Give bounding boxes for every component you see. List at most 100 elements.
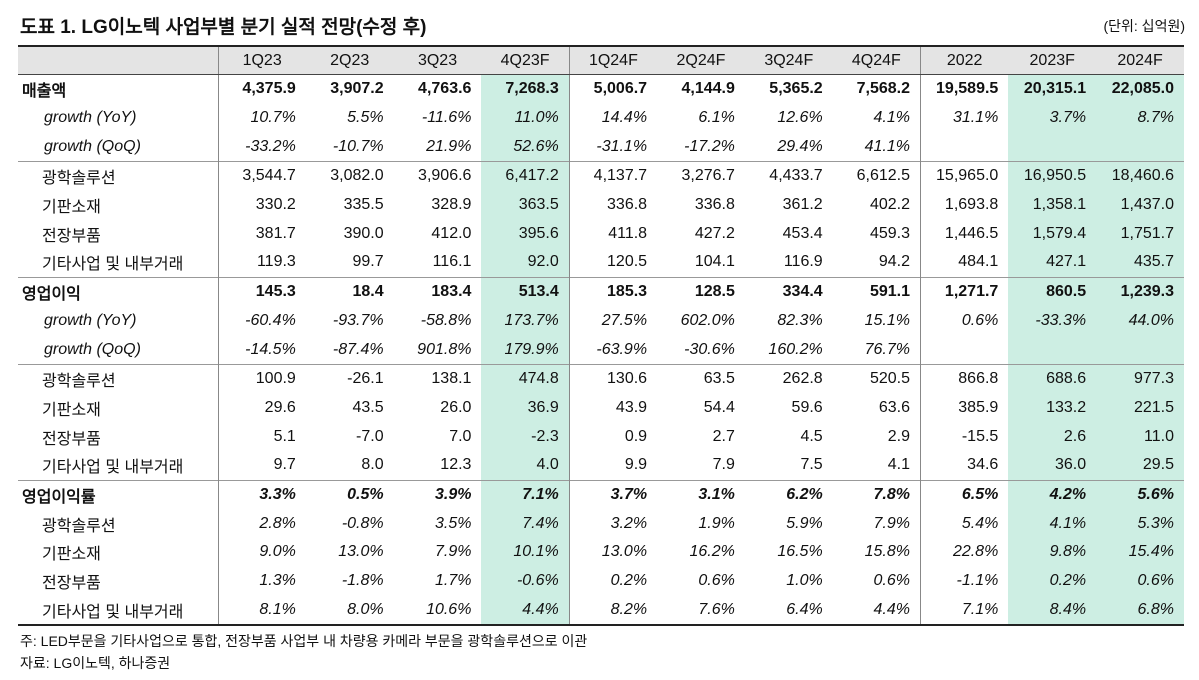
cell: 43.5 [352, 398, 384, 416]
cell: 12.6% [777, 109, 823, 127]
cell: 82.3% [777, 311, 823, 329]
table-row: 영업이익 145.3 18.4 183.4 513.4 185.3 128.5 334.4 59… [18, 276, 1184, 307]
cell: -17.2% [684, 137, 735, 155]
cell: 29.4% [777, 137, 823, 155]
cell: 36.9 [481, 393, 570, 423]
cell: 0.2% [1008, 566, 1097, 596]
cell: -93.7% [332, 311, 384, 329]
cell: 221.5 [1096, 393, 1184, 423]
cell: 4.4% [832, 595, 921, 627]
cell: 29.5 [1096, 450, 1184, 481]
cell: 4,375.9 [217, 74, 306, 104]
cell: 16,950.5 [1008, 161, 1097, 191]
cell: 120.5 [568, 248, 658, 278]
cell: 2.8% [217, 509, 306, 538]
row-label: 기판소재 [42, 546, 101, 564]
cell: 18,460.6 [1096, 161, 1184, 191]
cell: -33.2% [217, 132, 306, 162]
cell: 4,763.6 [418, 80, 472, 98]
cell: 128.5 [657, 276, 745, 307]
cell: 1,446.5 [920, 219, 1009, 249]
cell: 0.2% [568, 566, 658, 596]
cell: 6.4% [744, 595, 833, 627]
cell: 76.7% [864, 340, 910, 358]
cell: 13.0% [338, 543, 384, 561]
cell: 4.1% [1008, 509, 1097, 538]
cell: 361.2 [782, 196, 823, 214]
cell: 4.1% [873, 109, 910, 127]
cell: -1.8% [341, 572, 384, 590]
cell: 3,082.0 [305, 161, 394, 191]
cell: 22,085.0 [1096, 74, 1184, 104]
cell: 513.4 [481, 276, 570, 307]
header-cell: 1Q23 [217, 45, 306, 75]
cell: 36.0 [1008, 450, 1097, 481]
cell: 411.8 [568, 219, 658, 249]
cell: 435.7 [1096, 248, 1184, 278]
notes: 주: LED부문을 기타사업으로 통합, 전장부품 사업부 내 차량용 카메라 … [20, 630, 587, 674]
cell: -2.3 [481, 422, 570, 451]
cell: 22.8% [920, 538, 1009, 567]
cell: 336.8 [568, 190, 658, 220]
row-label: 광학솔루션 [18, 161, 218, 191]
cell: -10.7% [332, 137, 384, 155]
cell: 11.0 [1096, 422, 1184, 451]
cell: 7.9 [712, 456, 735, 474]
cell: 0.5% [305, 479, 394, 510]
header-cell: 2Q23 [305, 45, 394, 75]
cell: 21.9% [426, 137, 472, 155]
cell: 5,365.2 [769, 80, 823, 98]
row-label: 기타사업 및 내부거래 [42, 256, 184, 274]
cell: 0.6% [873, 572, 910, 590]
cell: 1.0% [786, 572, 823, 590]
table-row: growth (QoQ) -33.2% -10.7% 21.9% 52.6% -31.1%… [18, 132, 1184, 162]
cell [920, 132, 1009, 162]
cell: 1,271.7 [920, 276, 1009, 307]
cell: 44.0% [1096, 306, 1184, 336]
cell: 1.7% [434, 572, 472, 590]
cell: 5.1 [217, 422, 306, 451]
cell: 3.7% [568, 479, 658, 510]
cell: 43.9 [568, 393, 658, 423]
cell: 5,006.7 [568, 74, 658, 104]
cell: 160.2% [768, 340, 823, 358]
table-row: 기판소재 9.0% 13.0% 7.9% 10.1% 13.0% 16.2% 16.5% 15.… [18, 538, 1184, 567]
cell: 138.1 [393, 363, 482, 394]
row-label: 기타사업 및 내부거래 [18, 595, 218, 627]
cell: 330.2 [217, 190, 306, 220]
cell: 29.6 [217, 393, 306, 423]
cell: 54.4 [703, 398, 735, 416]
cell: 3.5% [434, 514, 472, 532]
cell: 591.1 [832, 276, 921, 307]
cell: -30.6% [684, 340, 735, 358]
cell: -0.8% [341, 514, 384, 532]
table-row: 영업이익률 3.3% 0.5% 3.9% 7.1% 3.7% 3.1% 6.2% 7.8% 6.5… [18, 479, 1184, 510]
cell: 92.0 [481, 248, 570, 278]
header-cell: 4Q24F [832, 45, 921, 75]
cell: 5.3% [1096, 509, 1184, 538]
cell: 130.6 [568, 363, 658, 394]
row-label: growth (YoY) [44, 109, 137, 127]
cell: -0.6% [481, 566, 570, 596]
cell: 10.1% [481, 538, 570, 567]
cell: 16.2% [689, 543, 735, 561]
table-row: 기타사업 및 내부거래 9.7 8.0 12.3 4.0 9.9 7.9 7.5 4.1 34.6… [18, 450, 1184, 481]
cell: 59.6 [791, 398, 823, 416]
cell: -33.3% [1008, 306, 1097, 336]
header-cell: 2Q24F [657, 45, 745, 75]
cell: 688.6 [1008, 363, 1097, 394]
table-row: 광학솔루션 3,544.7 3,082.0 3,906.6 6,417.2 4,137.7… [18, 161, 1184, 191]
cell: 6,612.5 [832, 161, 921, 191]
cell: 3.1% [657, 479, 745, 510]
table-row: 기타사업 및 내부거래 8.1% 8.0% 10.6% 4.4% 8.2% 7.6% 6.4%… [18, 595, 1184, 627]
cell: 2.6 [1008, 422, 1097, 451]
cell: 9.9 [568, 450, 658, 481]
header-cell [18, 45, 218, 75]
cell: 7,268.3 [481, 74, 570, 104]
cell: 179.9% [481, 335, 570, 365]
cell: 3.9% [393, 479, 482, 510]
cell: 10.6% [393, 595, 482, 627]
title: 도표 1. LG이노텍 사업부별 분기 실적 전망(수정 후) [20, 17, 427, 38]
table-row: growth (YoY) 10.7% 5.5% -11.6% 11.0% 14.4% 6.1… [18, 103, 1184, 133]
cell: 7.0 [449, 427, 472, 445]
